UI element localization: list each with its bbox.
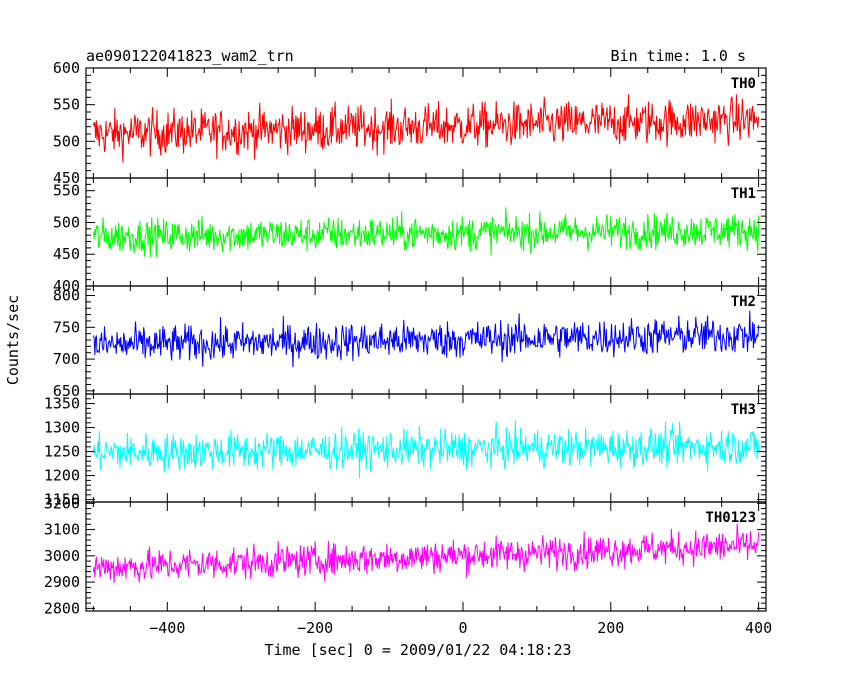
- x-tick-label: −200: [297, 619, 333, 637]
- y-tick-label: 2900: [44, 573, 80, 591]
- y-tick-label: 400: [53, 277, 80, 295]
- panels-group: 450 500 550 600 TH0 400 450 500 550 TH1 650 700 750 8…: [44, 59, 772, 637]
- y-tick-label: 700: [53, 350, 80, 368]
- series-line-th3: [92, 420, 760, 479]
- x-tick-label: −400: [149, 619, 185, 637]
- y-tick-label: 1200: [44, 467, 80, 485]
- series-line-th1: [92, 207, 760, 258]
- y-tick-label: 500: [53, 213, 80, 231]
- x-axis-label: Time [sec] 0 = 2009/01/22 04:18:23: [264, 641, 571, 659]
- y-tick-label: 1300: [44, 419, 80, 437]
- panel-label-th0: TH0: [731, 76, 756, 92]
- y-tick-label: 550: [53, 96, 80, 114]
- x-tick-label: 400: [745, 619, 772, 637]
- y-tick-label: 450: [53, 245, 80, 263]
- y-tick-label: 800: [53, 287, 80, 305]
- series-line-th2: [92, 310, 760, 368]
- y-tick-label: 1350: [44, 395, 80, 413]
- y-tick-label: 3100: [44, 521, 80, 539]
- x-tick-label: 200: [597, 619, 624, 637]
- series-line-th0: [92, 94, 760, 163]
- y-tick-label: 550: [53, 182, 80, 200]
- y-tick-label: 1250: [44, 443, 80, 461]
- panel-label-th1: TH1: [731, 186, 756, 202]
- chart-title: ae090122041823_wam2_trn: [86, 47, 294, 65]
- panel-label-th2: TH2: [731, 294, 756, 310]
- panel-label-th3: TH3: [731, 402, 756, 418]
- x-tick-label: 0: [458, 619, 467, 637]
- panel-label-th0123: TH0123: [705, 510, 756, 526]
- y-tick-label: 450: [53, 169, 80, 187]
- y-tick-label: 500: [53, 132, 80, 150]
- bin-time-label: Bin time: 1.0 s: [611, 47, 746, 65]
- y-tick-label: 3000: [44, 547, 80, 565]
- y-tick-label: 650: [53, 382, 80, 400]
- y-tick-label: 750: [53, 318, 80, 336]
- y-axis-label: Counts/sec: [4, 295, 22, 385]
- y-tick-label: 1150: [44, 491, 80, 509]
- y-tick-label: 600: [53, 59, 80, 77]
- y-tick-label: 2800: [44, 599, 80, 617]
- series-line-th0123: [92, 523, 760, 584]
- y-tick-label: 3200: [44, 494, 80, 512]
